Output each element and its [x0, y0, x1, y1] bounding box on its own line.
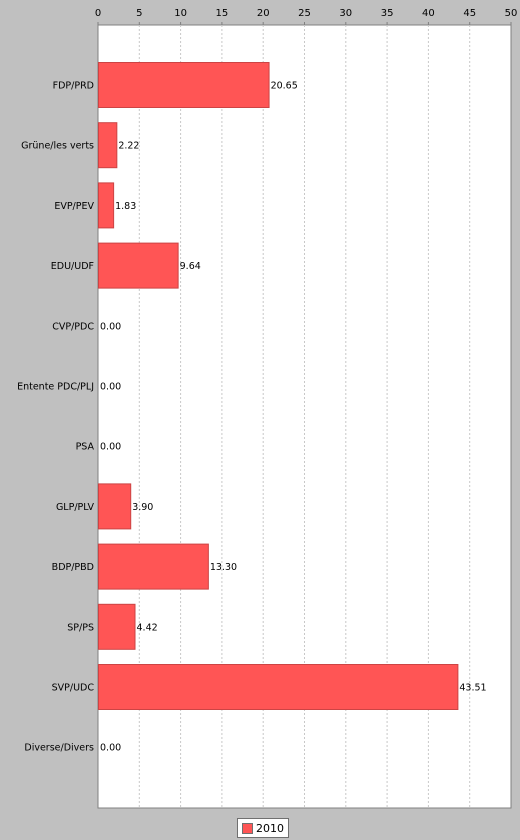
legend-label: 2010: [256, 821, 284, 835]
bar: [98, 182, 115, 229]
bars: [98, 62, 459, 710]
category-label: GLP/PLV: [56, 502, 95, 513]
legend: 2010: [237, 818, 289, 838]
bar: [98, 122, 118, 169]
x-axis-ticks: 0 5 10 15 20 25 30 35 40 45 50: [95, 8, 518, 25]
x-tick-label: 15: [216, 8, 229, 19]
x-tick-label: 20: [257, 8, 270, 19]
value-label: 13.30: [210, 562, 237, 573]
bar: [98, 664, 459, 710]
legend-swatch: [242, 822, 253, 834]
x-tick-label: 50: [505, 8, 518, 19]
category-label: SP/PS: [67, 622, 94, 633]
value-label: 4.42: [137, 622, 158, 633]
bar: [98, 62, 270, 108]
category-label: CVP/PDC: [52, 321, 94, 332]
value-label: 1.83: [115, 201, 136, 212]
value-labels: 20.65 2.22 1.83 9.64 0.00 0.00 0.00 3.90 13.30 4.…: [100, 81, 487, 754]
x-tick-label: 45: [463, 8, 476, 19]
value-label: 2.22: [118, 141, 139, 152]
value-label: 0.00: [100, 442, 121, 453]
category-label: Entente PDC/PLJ: [17, 382, 94, 393]
value-label: 0.00: [100, 382, 121, 393]
x-tick-label: 40: [422, 8, 435, 19]
category-label: Grüne/les verts: [21, 141, 94, 152]
value-label: 9.64: [180, 261, 201, 272]
bar: [98, 483, 132, 530]
value-label: 0.00: [100, 743, 121, 754]
category-label: EDU/UDF: [51, 261, 94, 272]
x-tick-label: 10: [174, 8, 187, 19]
category-label: EVP/PEV: [54, 201, 94, 212]
value-label: 43.51: [459, 683, 486, 694]
category-labels: FDP/PRD Grüne/les verts EVP/PEV EDU/UDF CVP/…: [17, 81, 94, 754]
value-label: 20.65: [271, 81, 298, 92]
x-tick-label: 0: [95, 8, 101, 19]
value-label: 3.90: [132, 502, 153, 513]
category-label: SVP/UDC: [52, 683, 95, 694]
bar: [98, 543, 209, 590]
x-tick-label: 30: [339, 8, 352, 19]
x-tick-label: 35: [381, 8, 394, 19]
x-tick-label: 25: [298, 8, 311, 19]
category-label: Diverse/Divers: [24, 743, 94, 754]
bar: [98, 242, 179, 289]
x-tick-label: 5: [136, 8, 142, 19]
category-label: BDP/PBD: [52, 562, 94, 573]
value-label: 0.00: [100, 321, 121, 332]
category-label: PSA: [76, 442, 95, 453]
category-label: FDP/PRD: [53, 81, 94, 92]
bar: [98, 603, 136, 650]
